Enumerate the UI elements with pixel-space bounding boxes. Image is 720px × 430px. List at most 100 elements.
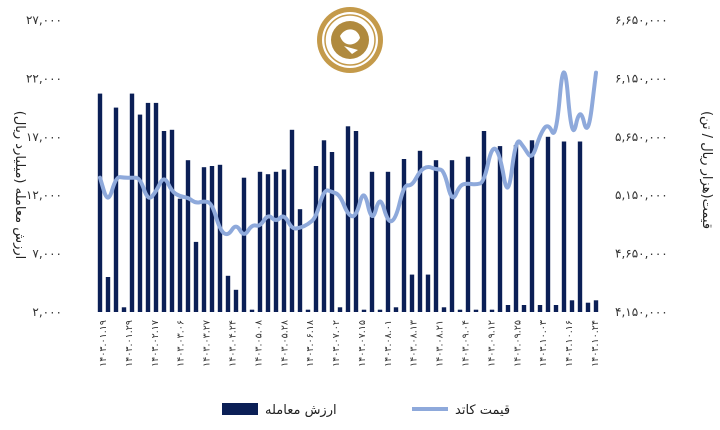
right-tick-label: ۴,۱۵۰,۰۰۰ bbox=[615, 305, 668, 319]
legend-bar-swatch bbox=[222, 403, 258, 415]
bar bbox=[369, 171, 375, 312]
x-axis-ticks: ۱۴۰۳.۰۱.۱۹ ۱۴۰۳.۰۱.۲۹ ۱۴۰۳.۰۲.۱۷ ۱۴۰۳.۰۳.۰۶… bbox=[98, 320, 601, 367]
bar bbox=[233, 289, 239, 312]
bar bbox=[433, 160, 439, 312]
bar bbox=[337, 307, 343, 312]
bar bbox=[353, 131, 359, 312]
x-tick-label: ۱۴۰۳.۰۹.۰۴ bbox=[461, 320, 472, 367]
bar bbox=[521, 305, 527, 312]
bar bbox=[505, 305, 511, 312]
x-tick-label: ۱۴۰۳.۰۵.۰۸ bbox=[253, 320, 264, 367]
bar bbox=[201, 167, 207, 312]
right-tick-label: ۵,۶۵۰,۰۰۰ bbox=[615, 130, 668, 144]
bar bbox=[329, 152, 335, 312]
x-tick-label: ۱۴۰۳.۰۱.۲۹ bbox=[124, 320, 135, 367]
bar bbox=[177, 198, 183, 312]
bar bbox=[241, 177, 247, 312]
right-tick-label: ۵,۱۵۰,۰۰۰ bbox=[615, 188, 668, 202]
x-tick-label: ۱۴۰۳.۰۹.۱۲ bbox=[486, 320, 497, 367]
bar bbox=[537, 305, 543, 312]
bar bbox=[281, 169, 287, 312]
bar bbox=[297, 209, 303, 312]
left-axis-ticks: ۲,۰۰۰ ۷,۰۰۰ ۱۲,۰۰۰ ۱۷,۰۰۰ ۲۲,۰۰۰ ۲۷,۰۰۰ bbox=[26, 13, 62, 319]
x-tick-label: ۱۴۰۳.۰۸.۰۱ bbox=[383, 320, 394, 367]
bar bbox=[321, 140, 327, 312]
x-tick-label: ۱۴۰۳.۰۷.۱۵ bbox=[357, 320, 368, 367]
bar bbox=[497, 146, 503, 312]
x-tick-label: ۱۴۰۳.۰۱.۱۹ bbox=[98, 320, 109, 367]
x-tick-label: ۱۴۰۳.۰۶.۱۸ bbox=[305, 320, 316, 367]
left-tick-label: ۱۲,۰۰۰ bbox=[26, 188, 62, 202]
left-axis-title: ارزش معامله (میلیارد ریال) bbox=[12, 111, 27, 259]
bar bbox=[97, 93, 103, 312]
left-tick-label: ۲,۰۰۰ bbox=[32, 305, 62, 319]
right-tick-label: ۶,۱۵۰,۰۰۰ bbox=[615, 71, 668, 85]
legend-line-label: قیمت کاتد bbox=[455, 403, 510, 418]
x-tick-label: ۱۴۰۳.۰۳.۰۶ bbox=[176, 320, 187, 367]
bar bbox=[217, 164, 223, 312]
bar bbox=[393, 307, 399, 312]
bar bbox=[257, 171, 263, 312]
bar bbox=[145, 102, 151, 313]
right-tick-label: ۶,۶۵۰,۰۰۰ bbox=[615, 13, 668, 27]
bar bbox=[377, 309, 383, 312]
x-tick-label: ۱۴۰۳.۰۸.۲۱ bbox=[435, 320, 446, 367]
bar bbox=[441, 307, 447, 312]
x-tick-label: ۱۴۰۳.۰۷.۰۲ bbox=[331, 320, 342, 367]
left-tick-label: ۲۲,۰۰۰ bbox=[26, 71, 62, 85]
bar bbox=[417, 150, 423, 312]
company-seal-logo bbox=[317, 7, 383, 73]
left-tick-label: ۲۷,۰۰۰ bbox=[26, 13, 62, 27]
bar bbox=[465, 156, 471, 312]
right-axis-ticks: ۴,۱۵۰,۰۰۰ ۴,۶۵۰,۰۰۰ ۵,۱۵۰,۰۰۰ ۵,۶۵۰,۰۰۰ ۶,۱۵… bbox=[615, 13, 668, 319]
x-tick-label: ۱۴۰۳.۰۵.۲۸ bbox=[279, 320, 290, 367]
bar bbox=[265, 174, 271, 312]
bar bbox=[473, 309, 479, 312]
bar bbox=[313, 166, 319, 312]
x-tick-label: ۱۴۰۳.۰۸.۱۳ bbox=[409, 320, 420, 367]
bar bbox=[593, 300, 599, 312]
x-tick-label: ۱۴۰۳.۱۰.۱۶ bbox=[564, 320, 575, 367]
bar bbox=[385, 171, 391, 312]
bar bbox=[361, 309, 367, 312]
bar bbox=[129, 93, 135, 312]
bar bbox=[401, 159, 407, 312]
bar bbox=[169, 129, 175, 312]
bar bbox=[561, 141, 567, 312]
bar bbox=[249, 309, 255, 312]
bar bbox=[553, 305, 559, 312]
bar bbox=[161, 131, 167, 312]
bar bbox=[289, 129, 295, 312]
bar bbox=[545, 136, 551, 312]
bar bbox=[121, 307, 127, 312]
bar bbox=[209, 166, 215, 312]
bar bbox=[345, 126, 351, 312]
bar bbox=[273, 171, 279, 312]
bar bbox=[529, 140, 535, 312]
bar bbox=[457, 309, 463, 312]
bar bbox=[489, 309, 495, 312]
x-tick-label: ۱۴۰۳.۱۰.۲۴ bbox=[590, 320, 601, 367]
bar bbox=[185, 160, 191, 312]
x-tick-label: ۱۴۰۳.۰۹.۲۵ bbox=[512, 320, 523, 367]
bar bbox=[193, 241, 199, 312]
bar bbox=[105, 277, 111, 312]
bar bbox=[569, 300, 575, 312]
x-tick-label: ۱۴۰۳.۰۳.۲۷ bbox=[202, 320, 213, 367]
bar bbox=[113, 107, 119, 312]
bar bbox=[481, 131, 487, 312]
bar bbox=[577, 141, 583, 312]
bar bbox=[153, 102, 159, 313]
x-tick-label: ۱۴۰۳.۱۰.۰۳ bbox=[538, 320, 549, 367]
left-tick-label: ۷,۰۰۰ bbox=[32, 247, 62, 261]
bar bbox=[305, 309, 311, 312]
bar bbox=[137, 114, 143, 312]
legend-bar-label: ارزش معامله bbox=[265, 403, 337, 418]
right-axis-title: قیمت(هزار ریال / تن) bbox=[699, 111, 714, 229]
bar bbox=[585, 302, 591, 312]
x-tick-label: ۱۴۰۳.۰۴.۲۴ bbox=[228, 320, 239, 367]
x-tick-label: ۱۴۰۳.۰۲.۱۷ bbox=[150, 320, 161, 367]
bar bbox=[449, 160, 455, 312]
bar bbox=[225, 275, 231, 312]
legend: ارزش معامله قیمت کاتد bbox=[222, 403, 510, 418]
